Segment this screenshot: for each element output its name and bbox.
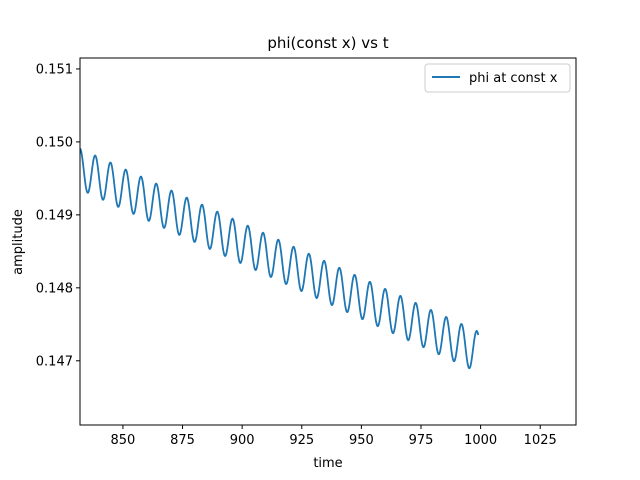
legend-box [424, 63, 571, 93]
y-axis-label: amplitude [11, 209, 26, 275]
series-line-phi-at-const-x [80, 147, 480, 370]
x-axis-label: time [313, 456, 342, 471]
legend-label: phi at const x [469, 71, 558, 86]
y-tick-label: 0.151 [36, 62, 73, 77]
x-tick-label: 875 [170, 433, 195, 448]
x-tick-label: 975 [409, 433, 434, 448]
y-axis: 0.147 0.148 0.149 0.150 0.151 [36, 62, 80, 369]
x-tick-label: 850 [111, 433, 136, 448]
x-axis: 850 875 900 925 950 975 1000 1025 [111, 425, 557, 448]
x-tick-label: 925 [289, 433, 314, 448]
x-tick-label: 1025 [524, 433, 557, 448]
series-layer [80, 147, 480, 370]
chart-title: phi(const x) vs t [267, 34, 388, 52]
y-tick-label: 0.148 [36, 281, 73, 296]
x-tick-label: 900 [230, 433, 255, 448]
legend: phi at const x [424, 63, 571, 93]
y-tick-label: 0.150 [36, 135, 73, 150]
y-tick-label: 0.147 [36, 354, 73, 369]
plot-area-frame [79, 57, 577, 426]
y-tick-label: 0.149 [36, 208, 73, 223]
x-tick-label: 1000 [464, 433, 497, 448]
x-tick-label: 950 [349, 433, 374, 448]
